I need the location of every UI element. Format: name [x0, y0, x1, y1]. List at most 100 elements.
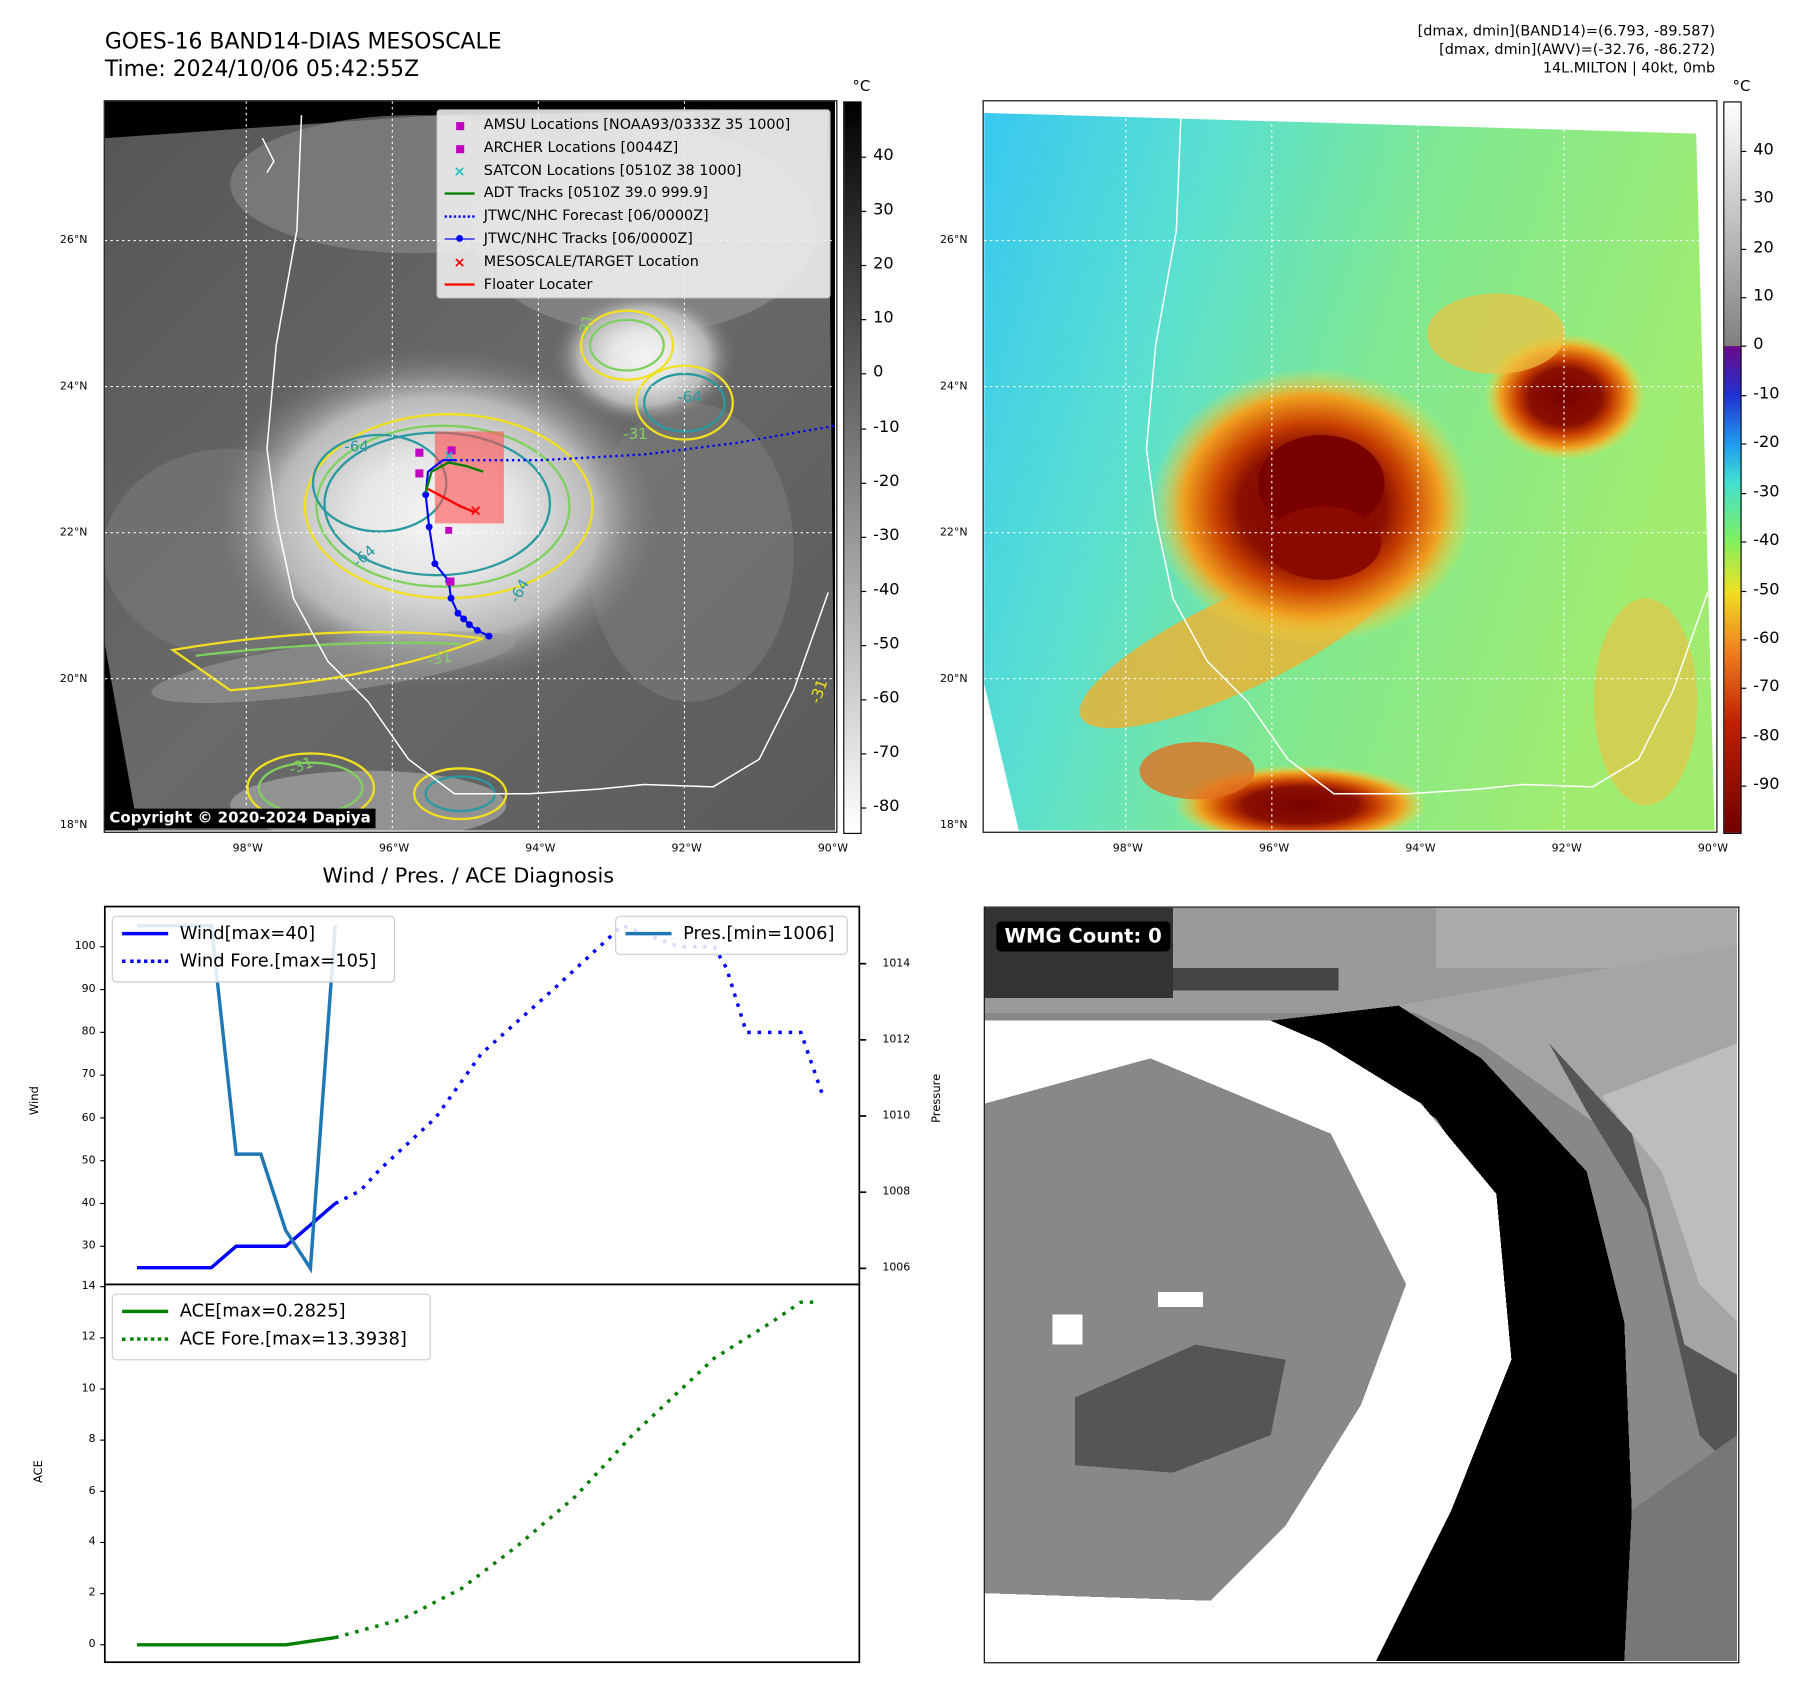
lat-tick-label: 24°N	[939, 380, 968, 393]
legend-swatch	[122, 931, 169, 936]
legend-swatch: ×	[453, 253, 466, 271]
pressure-tick-label: 1008	[882, 1185, 911, 1198]
lat-tick-label: 22°N	[59, 526, 88, 540]
data-range-info: [dmax, dmin](BAND14)=(6.793, -89.587) [d…	[1418, 22, 1716, 77]
ace-tick-label: 0	[88, 1637, 96, 1651]
colorbar-tick-mark	[861, 265, 867, 267]
colorbar-tick-label: -70	[873, 743, 900, 762]
pressure-tick-label: 1010	[882, 1109, 911, 1122]
colorbar-tick-label: 30	[873, 200, 894, 220]
ace-line	[137, 1635, 336, 1647]
legend-swatch	[445, 139, 475, 156]
ace-forecast-line	[334, 1300, 819, 1640]
ace-tick-label: 2	[88, 1586, 96, 1600]
contour-label: -64	[677, 389, 702, 407]
colorbar-tick-mark	[861, 645, 867, 647]
wind-axis-label: Wind	[28, 1086, 42, 1116]
colorbar-tick-mark	[861, 482, 867, 484]
colorbar-tick-mark	[861, 319, 867, 321]
colorbar-tick-label: 40	[873, 146, 894, 165]
colorbar-tick-mark	[861, 427, 867, 430]
ace-tick-label: 8	[88, 1433, 96, 1446]
legend-label: MESOSCALE/TARGET Location	[483, 252, 699, 270]
colorbar-tick-label: 10	[873, 309, 894, 328]
wind-forecast-line	[334, 923, 825, 1206]
lon-tick-label: 96°W	[1259, 842, 1290, 855]
contour-label: -31	[623, 426, 648, 444]
legend-label: Floater Locater	[483, 274, 593, 293]
legend-item: JTWC/NHC Forecast [06/0000Z]	[444, 206, 709, 224]
legend-swatch	[122, 959, 169, 963]
colorbar-tick-mark	[861, 210, 867, 213]
legend-swatch	[444, 192, 475, 195]
colorbar-tick-mark	[1741, 346, 1747, 348]
colorbar-tick-mark	[861, 156, 867, 158]
lat-tick-label: 26°N	[59, 233, 88, 247]
colorbar-tick-label: -30	[1753, 482, 1780, 501]
lat-tick-label: 18°N	[939, 819, 968, 832]
colorbar-tick-label: -80	[873, 797, 900, 816]
ace-tick-label: 6	[88, 1484, 96, 1498]
ace-axis-label: ACE	[32, 1460, 46, 1484]
figure-title: GOES-16 BAND14-DIAS MESOSCALE	[104, 28, 502, 55]
lon-tick-label: 94°W	[1405, 842, 1436, 855]
colorbar-tick-mark	[861, 590, 867, 592]
colorbar-tick-mark	[861, 536, 867, 538]
lon-tick-label: 90°W	[817, 842, 849, 855]
lon-tick-label: 92°W	[671, 842, 702, 855]
colorbar-tick-mark	[1741, 248, 1747, 250]
colorbar-tick-mark	[1741, 297, 1747, 299]
legend-item: AMSU Locations [NOAA93/0333Z 35 1000]	[445, 115, 790, 133]
colorbar-tick-mark	[861, 699, 867, 701]
legend-label: Pres.[min=1006]	[683, 922, 835, 944]
colorbar-tick-mark	[1741, 394, 1747, 397]
legend-item: JTWC/NHC Tracks [06/0000Z]	[444, 229, 693, 247]
chart-title: Wind / Pres. / ACE Diagnosis	[322, 863, 615, 889]
floater-box	[434, 431, 504, 524]
lat-tick-label: 20°N	[59, 672, 88, 686]
legend-label: ADT Tracks [0510Z 39.0 999.9]	[483, 183, 709, 201]
colorbar-tick-mark	[1741, 199, 1747, 201]
colorbar-tick-mark	[861, 753, 867, 755]
colorbar-tick-mark	[1741, 443, 1747, 445]
ace-tick-label: 12	[81, 1330, 96, 1344]
lon-tick-label: 90°W	[1697, 842, 1729, 855]
lat-tick-label: 22°N	[939, 526, 968, 540]
legend-swatch	[444, 215, 475, 218]
ace-tick-label: 4	[88, 1535, 96, 1549]
lon-tick-label: 94°W	[525, 842, 556, 855]
band14-range: [dmax, dmin](BAND14)=(6.793, -89.587)	[1417, 21, 1716, 40]
lon-tick-label: 92°W	[1551, 842, 1582, 855]
awv-colorbar	[1723, 101, 1742, 834]
awv-map-image	[984, 101, 1715, 831]
colorbar-tick-mark	[861, 807, 867, 809]
colorbar-tick-mark	[1741, 639, 1747, 641]
wmg-count-badge: WMG Count: 0	[996, 921, 1170, 952]
colorbar-tick-label: -60	[873, 688, 900, 708]
colorbar-tick-label: -80	[1753, 726, 1780, 745]
colorbar-tick-label: -50	[873, 634, 900, 654]
lon-tick-label: 98°W	[232, 842, 263, 855]
ir-colorbar	[843, 101, 862, 834]
colorbar-tick-label: 0	[1753, 335, 1764, 355]
colorbar-tick-label: -20	[873, 471, 900, 491]
legend-item: Floater Locater	[444, 274, 593, 293]
wind-tick-label: 40	[81, 1196, 96, 1210]
storm-info: 14L.MILTON | 40kt, 0mb	[1542, 58, 1716, 77]
colorbar-tick-mark	[1741, 736, 1747, 739]
svg-text:×: ×	[443, 448, 455, 464]
wind-legend: Wind[max=40] Wind Fore.[max=105]	[111, 915, 396, 983]
colorbar-tick-mark	[1741, 150, 1747, 152]
pressure-axis-label: Pressure	[930, 1073, 944, 1123]
colorbar-tick-mark	[1741, 688, 1747, 690]
colorbar-tick-mark	[1741, 492, 1747, 494]
legend-swatch	[122, 1337, 169, 1341]
legend-label: ACE Fore.[max=13.3938]	[179, 1328, 407, 1349]
legend-item: × MESOSCALE/TARGET Location	[445, 252, 699, 270]
legend-swatch	[625, 931, 672, 936]
ace-axes-frame	[103, 1283, 861, 1664]
legend-swatch	[444, 230, 475, 247]
svg-text:×: ×	[469, 501, 482, 519]
wind-tick-label: 90	[81, 982, 96, 996]
lon-tick-label: 98°W	[1112, 842, 1143, 855]
